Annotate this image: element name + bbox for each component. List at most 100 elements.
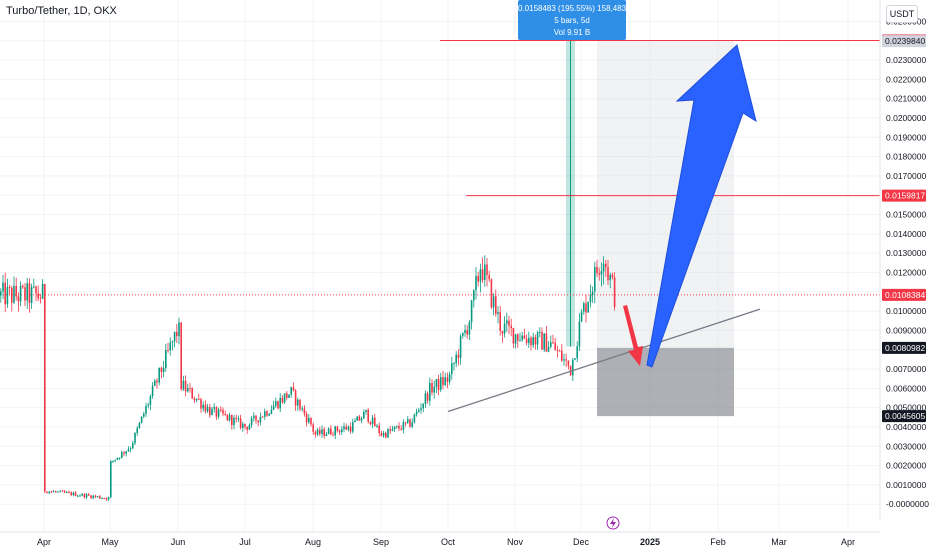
candle-body	[270, 409, 273, 414]
candle-body	[44, 283, 46, 492]
candle-body	[101, 498, 103, 500]
candle-body	[433, 386, 435, 393]
x-tick-label: Oct	[441, 537, 456, 547]
x-tick-label: 2025	[640, 537, 660, 547]
candle-body	[140, 416, 143, 423]
candle-body	[52, 491, 55, 493]
candle-body	[264, 411, 266, 417]
x-tick-label: Aug	[305, 537, 321, 547]
candle-body	[539, 331, 541, 333]
candle-body	[510, 325, 512, 328]
candle-body	[145, 405, 147, 414]
candle-body	[358, 416, 361, 421]
candle-body	[279, 397, 281, 409]
currency-button[interactable]: USDT	[886, 5, 918, 23]
candle-body	[422, 403, 424, 409]
candle-body	[316, 429, 319, 435]
candle-body	[514, 334, 517, 344]
candle-body	[519, 340, 521, 342]
candle-body	[11, 287, 13, 303]
y-tick-label: 0.0220000	[886, 74, 926, 84]
candle-body	[578, 321, 581, 347]
candle-body	[442, 377, 444, 386]
x-tick-label: Dec	[573, 537, 590, 547]
candle-body	[248, 425, 251, 430]
candle-body	[558, 350, 561, 352]
candle-body	[327, 428, 330, 434]
candle-body	[288, 394, 290, 398]
candle-body	[281, 397, 284, 403]
measure-change: 0.0158483 (195.55%) 158,483	[518, 4, 627, 13]
candle-body	[499, 312, 501, 332]
candle-body	[242, 423, 244, 429]
price-label-text: 0.0159817	[885, 191, 925, 201]
candle-body	[587, 302, 589, 313]
candle-body	[171, 341, 174, 343]
candle-body	[173, 331, 176, 342]
candle-body	[532, 337, 534, 346]
candle-body	[495, 296, 497, 314]
y-tick-label: -0.0000000	[886, 499, 929, 509]
candle-body	[569, 365, 572, 376]
candle-body	[477, 275, 479, 282]
price-label-text: 0.0080982	[885, 343, 925, 353]
candle-body	[35, 286, 37, 294]
candle-body	[123, 452, 125, 454]
y-tick-label: 0.0020000	[886, 461, 926, 471]
y-tick-label: 0.0050000	[886, 403, 926, 413]
candle-body	[396, 425, 398, 427]
candle-body	[418, 409, 420, 412]
candle-body	[488, 274, 490, 280]
x-tick-label: May	[101, 537, 119, 547]
candle-body	[602, 263, 605, 272]
y-tick-label: 0.0090000	[886, 325, 926, 335]
candle-body	[367, 409, 369, 422]
candle-body	[191, 388, 193, 399]
candle-body	[209, 406, 211, 416]
candle-body	[169, 342, 171, 351]
candle-body	[165, 349, 167, 369]
x-tick-label: Feb	[710, 537, 726, 547]
candle-body	[105, 498, 108, 500]
candle-body	[244, 423, 246, 427]
x-tick-label: Nov	[507, 537, 524, 547]
candle-body	[167, 349, 169, 351]
measure-volume: Vol 9.91 B	[553, 28, 591, 37]
price-label-box	[882, 341, 926, 354]
candle-body	[444, 377, 446, 386]
candle-body	[572, 359, 574, 376]
y-tick-label: 0.0150000	[886, 210, 926, 220]
candle-body	[184, 380, 187, 392]
candle-body	[134, 433, 136, 444]
candle-body	[294, 390, 297, 406]
candle-body	[508, 320, 510, 326]
candle-body	[585, 303, 587, 313]
candle-body	[92, 495, 94, 499]
candle-body	[490, 279, 493, 308]
y-tick-label: 0.0200000	[886, 113, 926, 123]
candle-body	[277, 401, 279, 409]
candle-body	[290, 387, 292, 395]
candle-body	[583, 303, 585, 312]
candle-body	[41, 283, 44, 299]
candle-body	[160, 367, 163, 373]
candle-body	[149, 396, 152, 405]
candle-body	[486, 264, 488, 275]
candle-body	[382, 432, 385, 436]
candle-body	[292, 387, 295, 391]
candle-body	[402, 422, 405, 430]
candle-body	[420, 408, 422, 410]
candle-body	[574, 358, 576, 360]
candle-body	[523, 335, 526, 339]
candle-body	[246, 426, 248, 430]
candle-body	[530, 337, 532, 346]
candle-body	[475, 275, 477, 291]
candle-body	[321, 429, 323, 435]
candle-body	[310, 417, 312, 425]
y-tick-label: 0.0100000	[886, 306, 926, 316]
lightning-icon[interactable]	[606, 516, 620, 530]
candle-body	[506, 320, 508, 324]
candle-body	[363, 412, 365, 419]
candle-body	[462, 332, 464, 337]
